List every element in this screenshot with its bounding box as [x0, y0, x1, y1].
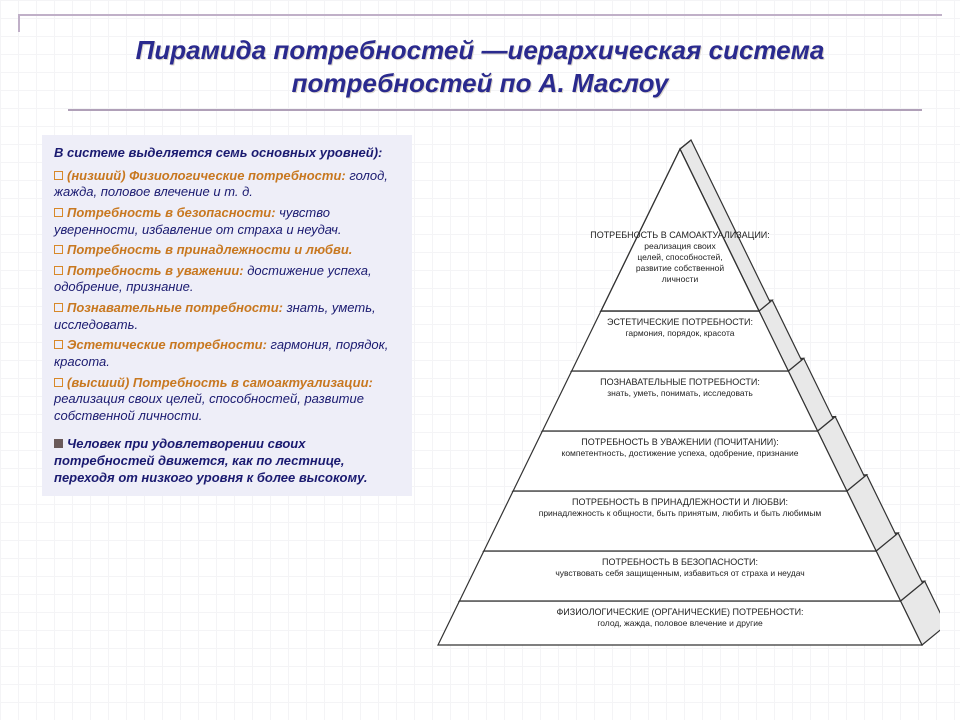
list-item-highlight: (высший) Потребность в самоактуализации: [67, 375, 373, 390]
pyramid-level-subtitle: компетентность, достижение успеха, одобр… [562, 448, 799, 458]
pyramid-level-subtitle: чувствовать себя защищенным, избавиться … [555, 568, 804, 578]
pyramid-level-title: ФИЗИОЛОГИЧЕСКИЕ (ОРГАНИЧЕСКИЕ) ПОТРЕБНОС… [556, 607, 803, 617]
pyramid-level-subtitle: реализация своих [644, 241, 716, 251]
list-item-rest: реализация своих целей, способностей, ра… [54, 391, 364, 423]
left-panel: В системе выделяется семь основных уровн… [42, 135, 412, 496]
list-item-highlight: Познавательные потребности: [67, 300, 283, 315]
pyramid-diagram: ФИЗИОЛОГИЧЕСКИЕ (ОРГАНИЧЕСКИЕ) ПОТРЕБНОС… [420, 125, 940, 685]
square-bullet-icon [54, 340, 63, 349]
square-bullet-icon [54, 245, 63, 254]
list-item: Эстетические потребности: гармония, поря… [54, 337, 400, 370]
pyramid-level-title: ПОТРЕБНОСТЬ В ПРИНАДЛЕЖНОСТИ И ЛЮБВИ: [572, 497, 788, 507]
pyramid-level-subtitle: принадлежность к общности, быть принятым… [539, 508, 822, 518]
list-item: Потребность в принадлежности и любви. [54, 242, 400, 259]
square-bullet-icon [54, 208, 63, 217]
pyramid-level-subtitle: голод, жажда, половое влечение и другие [597, 618, 763, 628]
square-bullet-icon [54, 266, 63, 275]
list-item-highlight: Потребность в безопасности: [67, 205, 276, 220]
list-item-highlight: Эстетические потребности: [67, 337, 267, 352]
list-item: (высший) Потребность в самоактуализации:… [54, 375, 400, 425]
pyramid-level-title: ПОТРЕБНОСТЬ В БЕЗОПАСНОСТИ: [602, 557, 758, 567]
pyramid-level-title: ПОЗНАВАТЕЛЬНЫЕ ПОТРЕБНОСТИ: [600, 377, 760, 387]
pyramid-level-subtitle: целей, способностей, [637, 252, 722, 262]
intro-text: В системе выделяется семь основных уровн… [54, 145, 400, 162]
pyramid-level-title: ПОТРЕБНОСТЬ В УВАЖЕНИИ (ПОЧИТАНИИ): [581, 437, 779, 447]
list-item-highlight: (низший) Физиологические потребности: [67, 168, 346, 183]
list-item-highlight: Потребность в уважении: [67, 263, 244, 278]
final-text: Человек при удовлетворении своих потребн… [54, 436, 400, 486]
right-panel: ФИЗИОЛОГИЧЕСКИЕ (ОРГАНИЧЕСКИЕ) ПОТРЕБНОС… [412, 135, 938, 496]
list-item: Познавательные потребности: знать, уметь… [54, 300, 400, 333]
list-item: (низший) Физиологические потребности: го… [54, 168, 400, 201]
pyramid-level-title: ЭСТЕТИЧЕСКИЕ ПОТРЕБНОСТИ: [607, 317, 753, 327]
pyramid-level-title: ПОТРЕБНОСТЬ В САМОАКТУАЛИЗАЦИИ: [590, 230, 770, 240]
square-bullet-icon [54, 439, 63, 448]
square-bullet-icon [54, 171, 63, 180]
pyramid-level-subtitle: гармония, порядок, красота [626, 328, 735, 338]
title: Пирамида потребностей —иерархическая сис… [0, 0, 960, 107]
square-bullet-icon [54, 378, 63, 387]
square-bullet-icon [54, 303, 63, 312]
list-item: Потребность в безопасности: чувство увер… [54, 205, 400, 238]
pyramid-level-subtitle: личности [662, 274, 699, 284]
list-item-highlight: Потребность в принадлежности и любви. [67, 242, 352, 257]
pyramid-level-subtitle: развитие собственной [636, 263, 725, 273]
content-row: В системе выделяется семь основных уровн… [0, 107, 960, 506]
title-text: Пирамида потребностей —иерархическая сис… [40, 34, 920, 99]
pyramid-level-subtitle: знать, уметь, понимать, исследовать [607, 388, 753, 398]
list-item: Потребность в уважении: достижение успех… [54, 263, 400, 296]
